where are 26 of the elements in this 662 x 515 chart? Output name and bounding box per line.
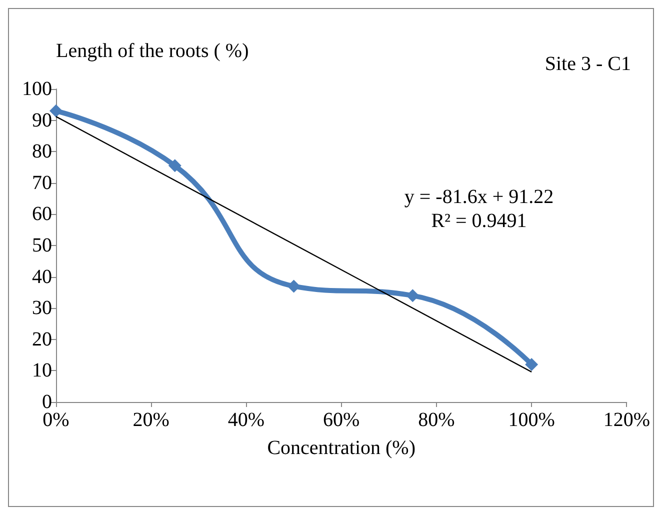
annotation: R² = 0.9491 (431, 210, 527, 232)
x-tick-label: 40% (228, 409, 265, 431)
x-axis-title: Concentration (%) (267, 437, 416, 459)
y-tick-label: 100 (22, 78, 52, 100)
y-tick-label: 80 (32, 140, 52, 163)
point (525, 358, 538, 371)
x-tick-label: 120% (603, 409, 650, 431)
y-tick-label: 60 (32, 203, 52, 226)
y-tick-label: 10 (32, 360, 52, 382)
y-axis-title: Length of the roots ( %) (56, 40, 249, 62)
y-tick-label: 50 (32, 234, 52, 256)
point (406, 289, 420, 302)
x-tick-label: 80% (418, 409, 455, 431)
y-tick-label: 20 (32, 328, 52, 350)
x-tick-label: 60% (323, 409, 360, 431)
point (287, 280, 300, 293)
text: Site 3 - C1 (544, 53, 631, 75)
y-tick-label: 90 (32, 109, 52, 132)
x-tick-label: 20% (132, 409, 170, 431)
point (168, 159, 182, 172)
annotation: y = -81.6x + 91.22 (404, 186, 554, 208)
y-tick-label: 70 (32, 172, 52, 194)
point (50, 104, 62, 118)
y-tick-label: 40 (32, 266, 52, 288)
x-tick-label: 100% (508, 409, 555, 431)
y-tick-label: 30 (32, 297, 52, 320)
